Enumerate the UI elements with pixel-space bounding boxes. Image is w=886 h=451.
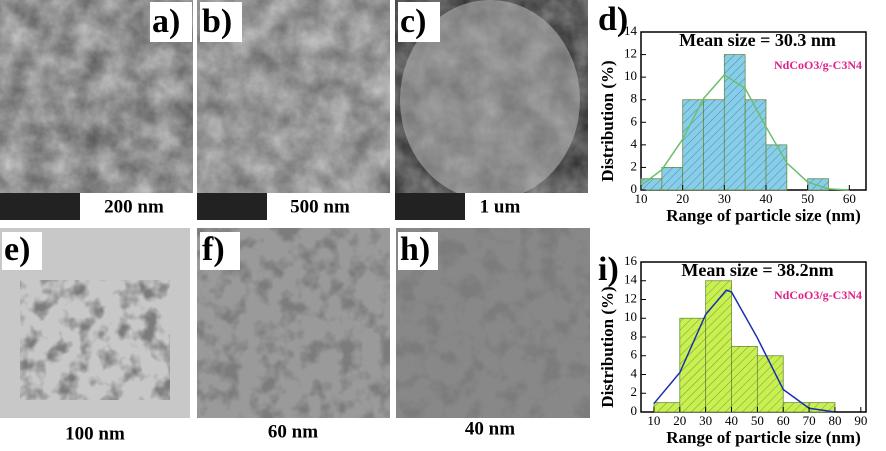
x-tick-label: 10 (635, 191, 648, 206)
y-tick-label: 8 (631, 91, 638, 106)
annotation: Mean size = 38.2nm (681, 260, 833, 280)
annotation: Mean size = 30.3 nm (679, 30, 836, 50)
bar-hatch (731, 346, 758, 412)
y-tick-label: 14 (624, 272, 638, 287)
y-tick-label: 16 (624, 253, 638, 268)
y-tick-label: 8 (631, 328, 638, 343)
y-tick-label: 12 (624, 46, 637, 61)
fit-curve (640, 73, 850, 191)
x-axis-title: Range of particle size (nm) (666, 428, 861, 447)
panel-label: f) (202, 231, 225, 268)
bar-hatch (809, 402, 835, 412)
scale-label: 1 um (480, 196, 521, 217)
x-tick-label: 60 (843, 191, 856, 206)
x-tick-label: 40 (760, 191, 773, 206)
x-tick-label: 20 (676, 191, 689, 206)
bar-hatch (653, 402, 680, 412)
bar-hatch (766, 144, 787, 190)
bar-hatch (705, 280, 732, 412)
y-tick-label: 2 (631, 158, 638, 173)
panel-label: b) (202, 3, 232, 40)
bar-hatch (641, 178, 662, 190)
panel-label: c) (400, 3, 426, 40)
panel-label: d) (598, 1, 628, 38)
legend-label: NdCoO3/g-C3N4 (774, 58, 862, 72)
bar-hatch (724, 54, 746, 191)
sem-images (0, 0, 588, 220)
x-tick-label: 10 (647, 413, 660, 428)
panel-label: h) (400, 231, 430, 268)
scale-label: 100 nm (65, 423, 125, 444)
bar-hatch (703, 99, 725, 190)
bar-hatch (661, 167, 683, 190)
scale-label: 60 nm (268, 421, 318, 442)
bar-hatch (783, 402, 810, 412)
y-tick-label: 6 (631, 113, 638, 128)
x-axis-title: Range of particle size (nm) (666, 206, 861, 225)
x-tick-label: 20 (673, 413, 686, 428)
y-tick-label: 10 (624, 68, 637, 83)
panel-label: a) (152, 3, 180, 40)
x-tick-label: 60 (777, 413, 790, 428)
scale-label: 500 nm (290, 196, 350, 217)
panel-label: e) (4, 231, 30, 268)
x-tick-label: 30 (699, 413, 712, 428)
tem-images (0, 228, 590, 418)
scale-label: 200 nm (104, 196, 164, 217)
x-tick-label: 30 (718, 191, 731, 206)
panel-label: i) (598, 251, 619, 288)
bar-hatch (745, 99, 766, 190)
x-tick-label: 70 (803, 413, 816, 428)
x-tick-label: 80 (828, 413, 841, 428)
y-axis-title: Distribution (%) (598, 286, 617, 407)
fit-curve (653, 289, 836, 413)
x-tick-label: 50 (751, 413, 764, 428)
y-tick-label: 4 (631, 136, 638, 151)
bar-hatch (679, 318, 706, 412)
y-tick-label: 4 (631, 365, 638, 380)
x-tick-label: 40 (725, 413, 738, 428)
y-tick-label: 14 (624, 23, 638, 38)
y-tick-label: 10 (624, 309, 637, 324)
bar-hatch (682, 99, 704, 190)
y-tick-label: 6 (631, 347, 638, 362)
scale-label: 40 nm (465, 418, 515, 439)
panel-label-boxes (2, 2, 440, 270)
x-tick-label: 90 (854, 413, 867, 428)
bar-hatch (807, 178, 829, 190)
y-tick-label: 0 (631, 403, 638, 418)
y-tick-label: 12 (624, 290, 637, 305)
y-tick-label: 0 (631, 181, 638, 196)
y-tick-label: 2 (631, 384, 638, 399)
legend-label: NdCoO3/g-C3N4 (774, 288, 862, 302)
y-axis-title: Distribution (%) (598, 60, 617, 181)
x-tick-label: 50 (801, 191, 814, 206)
